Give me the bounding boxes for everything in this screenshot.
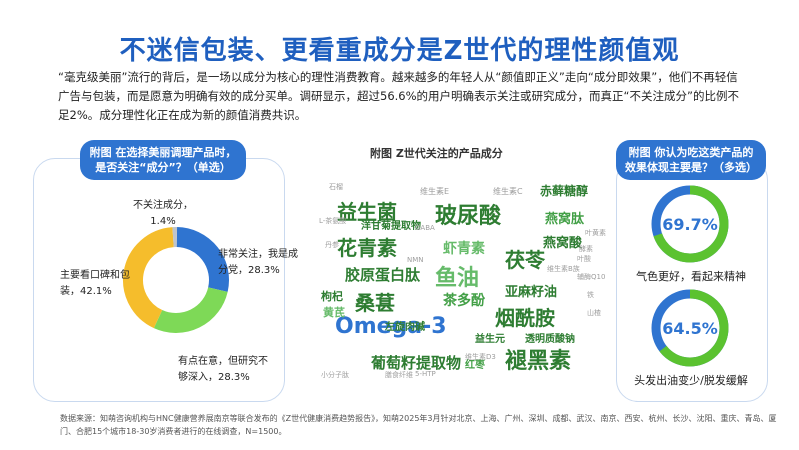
wordcloud-word: 铁 [587, 291, 594, 299]
wordcloud-word: 黄芪 [323, 306, 345, 319]
donut-data-label: 非常关注，我是成分党，28.3% [218, 249, 298, 276]
wordcloud-word: 茶多酚 [443, 293, 485, 309]
wordcloud-word: 益生菌 [337, 200, 397, 224]
footnote: 数据来源：知萌咨询机构与HNC健康营养展南京等联合发布的《Z世代健康消费趋势报告… [60, 414, 777, 436]
wordcloud-word: NMN [407, 256, 424, 264]
wordcloud-title: 附图 Z世代关注的产品成分 [370, 147, 503, 160]
gauge-category-label: 气色更好，看起来精神 [636, 270, 746, 283]
wordcloud-word: 维生素B族 [547, 265, 580, 273]
wordcloud-word: 烟酰胺 [495, 306, 555, 330]
wordcloud-word: 燕窝肽 [545, 212, 585, 227]
donut-data-label: 有点在意，但研究不够深入，28.3% [178, 356, 268, 383]
wordcloud-word: 辅酶Q10 [577, 273, 606, 281]
wordcloud-word: 花青素 [337, 236, 397, 260]
wordcloud-word: 燕窝酸 [543, 236, 583, 251]
wordcloud-word: 茯苓 [505, 248, 545, 272]
wordcloud-word: 透明质酸钠 [525, 334, 575, 345]
wordcloud-word: 叶酸 [577, 255, 591, 263]
wordcloud-word: 叶黄素 [585, 229, 606, 237]
wordcloud-word: 桑葚 [355, 291, 395, 315]
wordcloud-word: 葡萄籽提取物 [371, 354, 462, 372]
wordcloud-word: 鱼油 [435, 266, 480, 291]
wordcloud-word: 玻尿酸 [435, 204, 502, 229]
wordcloud-word: 左旋肉碱 [385, 322, 425, 333]
wordcloud-word: 山楂 [587, 309, 601, 317]
wordcloud-word: 5-HTP [415, 370, 436, 378]
wordcloud-word: GABA [415, 224, 435, 232]
wordcloud-word: 膳食纤维 [385, 371, 413, 379]
wordcloud-word: 丹参 [325, 241, 339, 249]
gauge-title-badge: 附图 你认为吃这类产品的效果体现主要是？（多选） [616, 140, 766, 180]
wordcloud-word: 赤藓糖醇 [540, 184, 589, 198]
wordcloud-word: 小分子肽 [321, 371, 349, 379]
wordcloud-word: 维生素D3 [465, 353, 496, 361]
donut-data-label: 主要看口碑和包装，42.1% [60, 270, 130, 297]
wordcloud-word: Omega-3 [335, 314, 447, 339]
wordcloud-word: 洋甘菊提取物 [361, 221, 421, 232]
donut-data-label: 不关注成分，1.4% [133, 200, 193, 227]
wordcloud-word: 石榴 [329, 183, 343, 191]
wordcloud-word: L-茶氨酸 [319, 217, 347, 225]
gauge-category-label: 头发出油变少/脱发缓解 [634, 374, 748, 387]
wordcloud-word: 褪黑素 [505, 349, 572, 374]
wordcloud-word: 酵素 [579, 245, 593, 253]
wordcloud-word: 益生元 [475, 334, 505, 345]
wordcloud: 玻尿酸 益生菌 赤藓糖醇燕窝肽燕窝酸 花青素 虾青素 洋甘菊提取物茯苓胶原蛋白肽 鱼油亚麻籽… [315, 180, 615, 390]
donut-title-badge: 附图 在选择美丽调理产品时，是否关注“成分”？（单选） [80, 140, 246, 180]
page-title: 不迷信包装、更看重成分是Z世代的理性颜值观 [119, 36, 680, 66]
wordcloud-word: 维生素E [420, 187, 450, 196]
intro-paragraph: “毫克级美丽”流行的背后，是一场以成分为核心的理性消费教育。越来越多的年轻人从“… [58, 70, 739, 122]
wordcloud-word: 胶原蛋白肽 [345, 266, 421, 284]
wordcloud-word: 枸杞 [321, 290, 343, 303]
wordcloud-word: 亚麻籽油 [505, 285, 558, 300]
wordcloud-word: 红枣 [465, 360, 485, 371]
wordcloud-word: 维生素C [493, 187, 523, 196]
wordcloud-word: 虾青素 [443, 241, 485, 257]
